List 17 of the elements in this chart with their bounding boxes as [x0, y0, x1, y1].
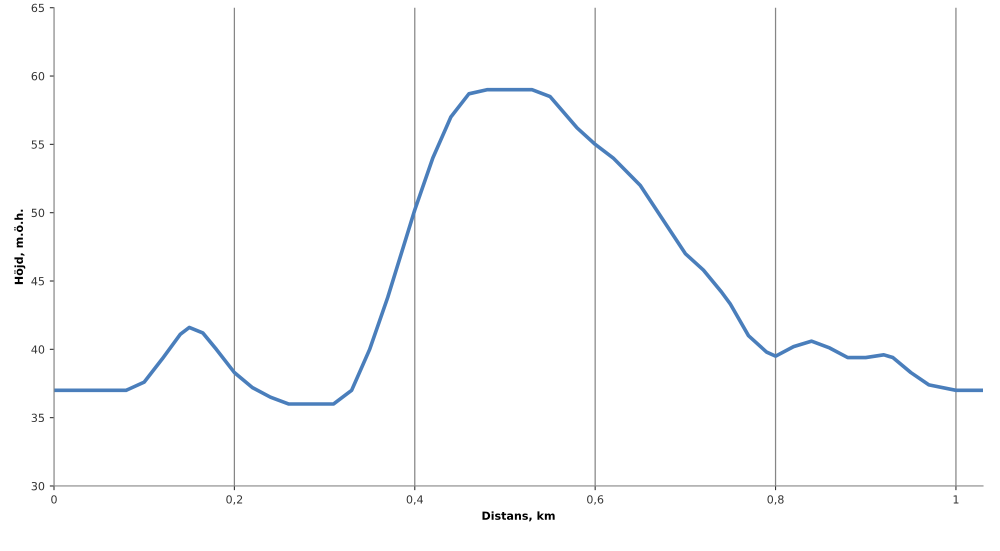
y-tick-label: 65 [32, 4, 44, 12]
y-tick-label: 30 [32, 482, 44, 490]
y-tick-label: 35 [32, 414, 44, 422]
x-tick-label: 0,6 [587, 495, 604, 505]
x-tick-label: 0 [51, 495, 57, 504]
y-tick-label: 55 [32, 140, 44, 149]
x-axis-title: Distans, km [482, 511, 555, 522]
x-tick-label: 0,8 [767, 495, 784, 505]
y-tick-label: 50 [32, 208, 44, 218]
y-axis-title: Höjd, m.ö.h. [14, 210, 26, 284]
line-series [54, 88, 983, 406]
y-tick-label: 40 [31, 345, 44, 354]
y-tick-label: 60 [32, 72, 44, 80]
x-tick-label: 1 [954, 495, 958, 504]
y-tick-label: 45 [31, 277, 44, 286]
x-tick-label: 0,2 [226, 495, 242, 505]
x-tick-label: 0,4 [406, 495, 423, 505]
